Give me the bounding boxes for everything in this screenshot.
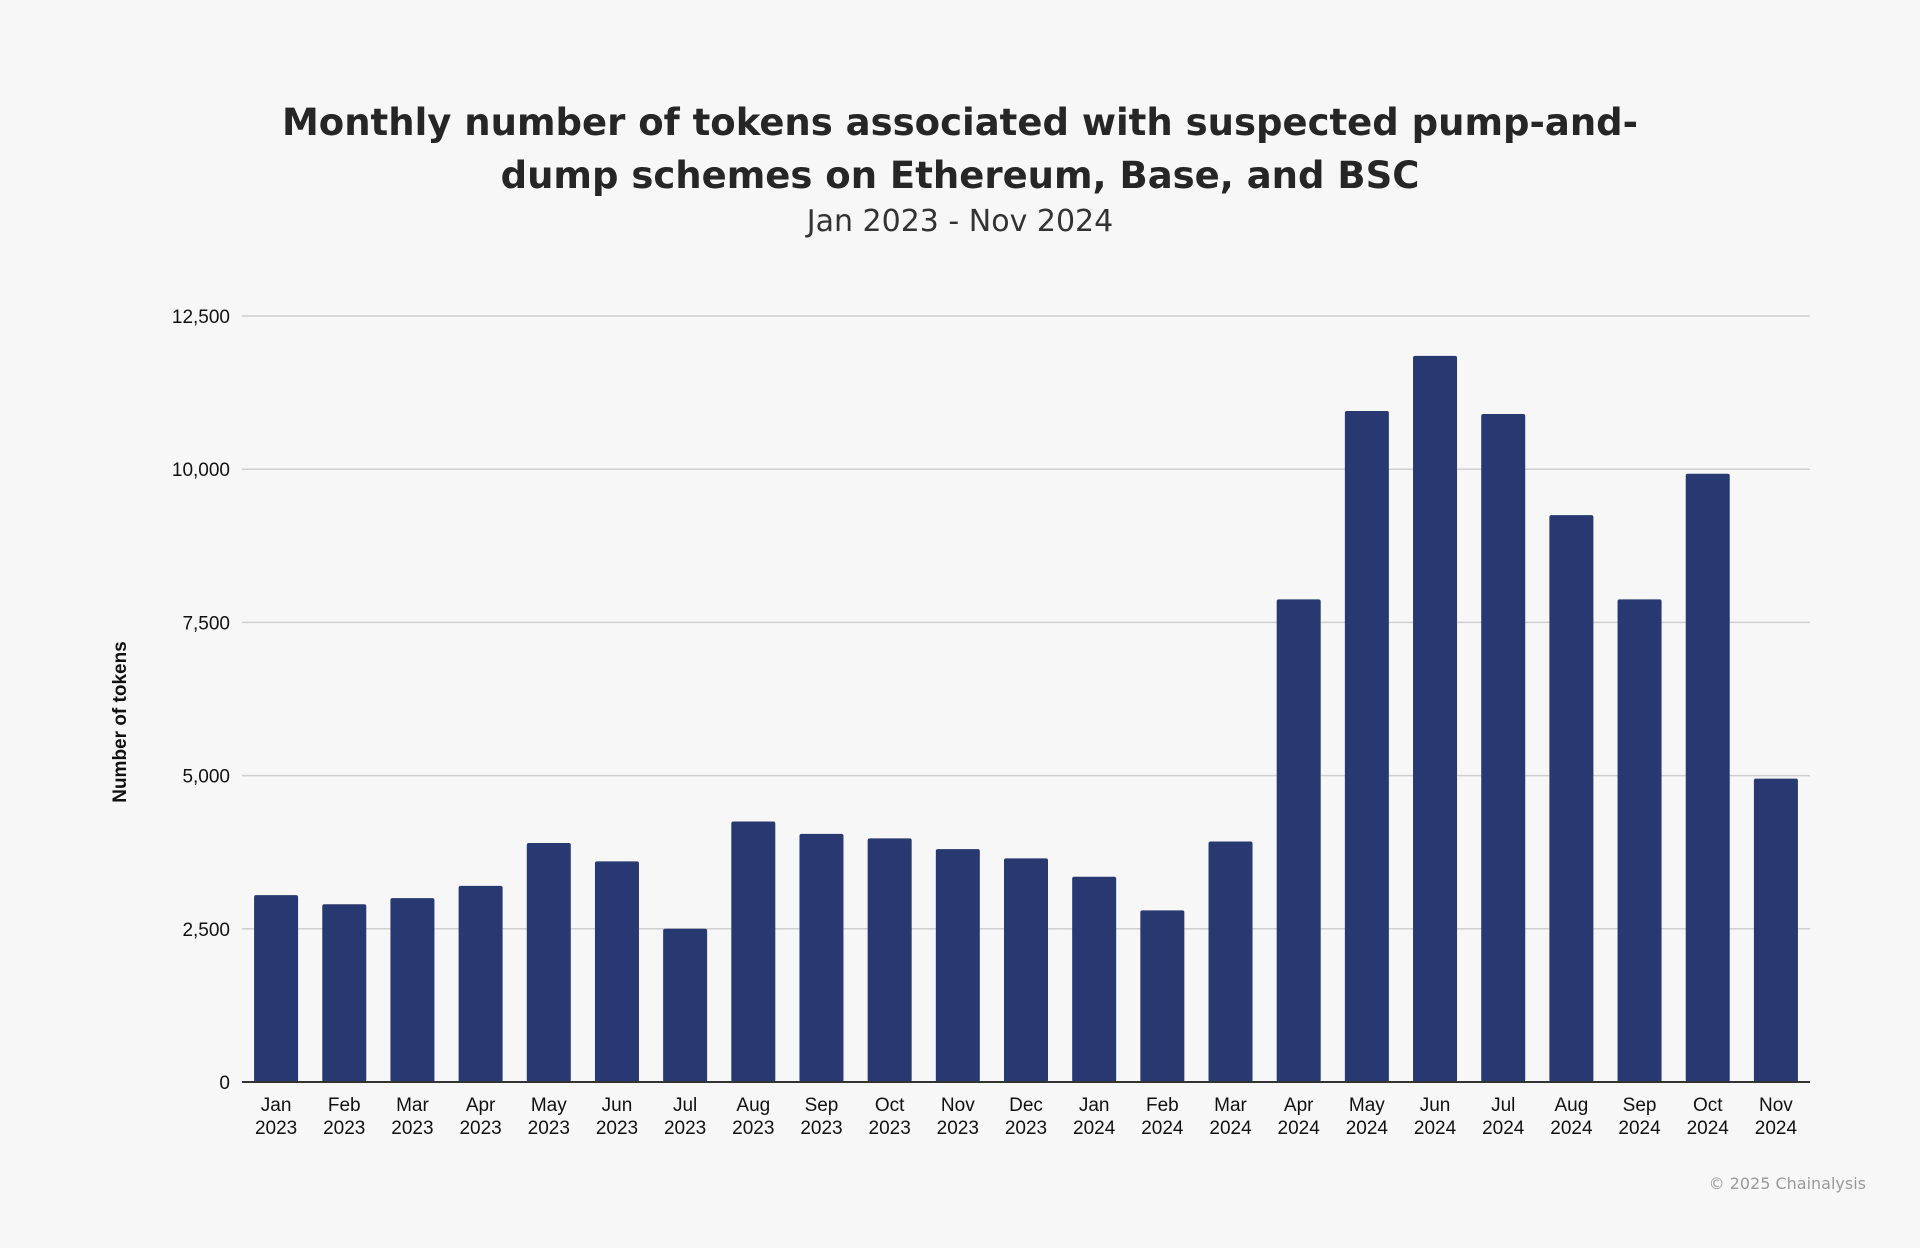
x-tick-label: 2024: [1687, 1118, 1730, 1139]
bar: [1140, 910, 1185, 1082]
x-tick-label: Jun: [602, 1095, 633, 1116]
bar: [594, 861, 639, 1082]
bar: [1617, 599, 1662, 1082]
y-tick-label: 10,000: [172, 460, 230, 481]
bar: [1208, 841, 1253, 1082]
x-tick-label: 2024: [1755, 1118, 1798, 1139]
x-tick-label: Jan: [1079, 1095, 1110, 1116]
x-tick-label: 2024: [1618, 1118, 1661, 1139]
x-tick-label: 2024: [1073, 1118, 1116, 1139]
x-tick-label: Aug: [736, 1095, 770, 1116]
y-tick-label: 5,000: [182, 767, 230, 788]
x-tick-label: Oct: [1693, 1095, 1723, 1116]
x-tick-label: 2024: [1414, 1118, 1457, 1139]
chart-subtitle: Jan 2023 - Nov 2024: [806, 204, 1114, 239]
bar: [1481, 414, 1526, 1083]
bar: [867, 838, 912, 1082]
x-tick-label: 2024: [1278, 1118, 1321, 1139]
bar: [390, 898, 435, 1082]
x-tick-label: 2023: [459, 1118, 501, 1139]
x-tick-label: Mar: [1214, 1095, 1247, 1116]
x-tick-label: Mar: [396, 1095, 429, 1116]
y-tick-label: 7,500: [182, 613, 230, 634]
x-tick-label: 2024: [1482, 1118, 1525, 1139]
y-tick-label: 12,500: [172, 307, 230, 328]
bar: [731, 821, 776, 1082]
x-tick-label: Sep: [1623, 1095, 1657, 1116]
x-tick-label: Feb: [328, 1095, 361, 1116]
bar: [526, 843, 571, 1082]
x-tick-label: May: [531, 1095, 567, 1116]
x-tick-label: 2023: [937, 1118, 979, 1139]
x-tick-label: Sep: [805, 1095, 839, 1116]
x-tick-label: 2023: [664, 1118, 706, 1139]
x-tick-label: 2023: [1005, 1118, 1047, 1139]
x-tick-label: 2024: [1550, 1118, 1593, 1139]
x-tick-label: Nov: [1759, 1095, 1793, 1116]
x-tick-label: Apr: [1284, 1095, 1314, 1116]
x-tick-label: Jun: [1420, 1095, 1451, 1116]
bar: [458, 885, 503, 1082]
x-tick-label: 2023: [596, 1118, 638, 1139]
x-tick-label: 2023: [869, 1118, 911, 1139]
x-tick-label: 2024: [1141, 1118, 1184, 1139]
x-tick-label: Nov: [941, 1095, 975, 1116]
bar: [1753, 778, 1798, 1082]
bar: [254, 895, 299, 1082]
y-tick-label: 2,500: [182, 920, 230, 941]
y-axis-label: Number of tokens: [110, 641, 131, 803]
x-tick-label: Jul: [1491, 1095, 1515, 1116]
bar: [1004, 858, 1048, 1082]
copyright: © 2025 Chainalysis: [1708, 1174, 1866, 1193]
x-tick-label: 2023: [323, 1118, 365, 1139]
x-tick-label: Aug: [1554, 1095, 1588, 1116]
bar: [1549, 515, 1594, 1082]
x-tick-label: May: [1349, 1095, 1385, 1116]
bar: [322, 904, 367, 1082]
x-tick-label: 2023: [800, 1118, 842, 1139]
x-tick-label: 2024: [1346, 1118, 1389, 1139]
bar: [1276, 599, 1321, 1082]
bar: [663, 928, 708, 1082]
bar: [1413, 355, 1458, 1082]
chart-title: Monthly number of tokens associated with…: [281, 101, 1639, 197]
x-tick-label: 2024: [1209, 1118, 1252, 1139]
y-tick-label: 0: [219, 1073, 230, 1094]
x-tick-label: Jan: [261, 1095, 292, 1116]
x-tick-label: Feb: [1146, 1095, 1179, 1116]
x-tick-label: 2023: [528, 1118, 570, 1139]
x-tick-label: Oct: [875, 1095, 905, 1116]
x-tick-label: 2023: [732, 1118, 774, 1139]
x-tick-label: 2023: [391, 1118, 433, 1139]
bar: [1344, 410, 1389, 1082]
bar: [935, 849, 980, 1082]
x-tick-label: 2023: [255, 1118, 297, 1139]
bar: [1685, 473, 1730, 1082]
bar: [799, 833, 844, 1082]
bar: [1072, 876, 1117, 1082]
x-tick-label: Dec: [1009, 1095, 1043, 1116]
x-tick-label: Apr: [466, 1095, 496, 1116]
x-tick-label: Jul: [673, 1095, 697, 1116]
